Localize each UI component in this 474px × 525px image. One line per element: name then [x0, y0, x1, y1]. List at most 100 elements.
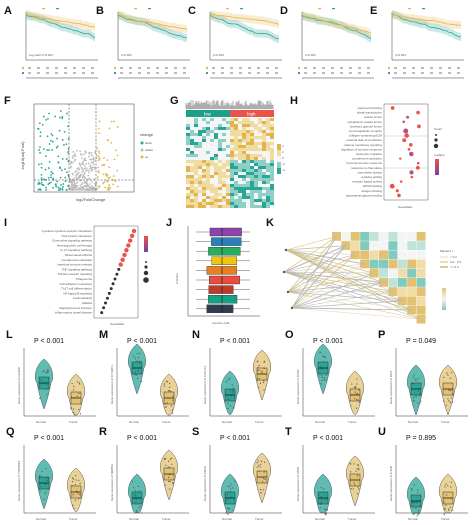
volcano-ylabel: -log10(adj.P.val)	[20, 141, 25, 170]
corr-legend-title: Mantel's r	[440, 249, 453, 253]
kegg-term: Malaria	[82, 301, 92, 305]
panel-label-i: I	[4, 217, 8, 229]
svg-text:0: 0	[282, 156, 284, 160]
panel-label-j: J	[166, 217, 173, 229]
violin-pvalue: P < 0.001	[220, 435, 250, 442]
go-term: GPCR binding	[363, 184, 383, 188]
go-term: vesicle lumen	[364, 115, 383, 119]
volcano-frame	[33, 103, 135, 193]
go-term: cytoplasmic vesicle lumen	[347, 120, 382, 124]
violin-plot-o: P < 0.001 Gene expression of FCN3 Normal Tu…	[296, 338, 375, 424]
km-plot-c: p<0.001	[206, 8, 282, 79]
violin-plot-l: P < 0.001 Gene expression of ADH1B Normal T…	[17, 338, 96, 424]
go-legend-count: Count	[434, 127, 442, 131]
svg-text:>= 0.4: >= 0.4	[450, 265, 459, 269]
km-plot-a: Log-rank P<0.001	[22, 8, 98, 79]
violin-group-tumor: Tumor	[162, 420, 171, 424]
violin-ylabel: Gene expression of CXCL13	[203, 365, 207, 404]
panel-label-u: U	[378, 426, 386, 438]
violin-group-tumor: Tumor	[69, 517, 78, 521]
svg-text:-4: -4	[282, 168, 285, 172]
kegg-term: TNF signaling pathway	[61, 267, 92, 271]
km-pvalue-b: p<0.001	[121, 53, 132, 57]
kegg-term: Cytokine-cytokine receptor interaction	[42, 229, 93, 233]
panel-label-k: K	[266, 217, 274, 229]
violin-pvalue: P < 0.001	[313, 338, 343, 345]
panel-label-f: F	[4, 95, 11, 107]
svg-text:0.2 - 0.4: 0.2 - 0.4	[450, 260, 461, 264]
group-high-bar	[230, 110, 274, 117]
go-term: antigen binding	[362, 189, 383, 193]
violin-group-normal: Normal	[315, 517, 325, 521]
panel-label-d: D	[280, 5, 288, 17]
immune-boxplot: Fraction Immune cells	[175, 226, 260, 325]
violin-group-normal: Normal	[129, 517, 139, 521]
violin-ylabel: Gene expression of ADH1B	[17, 367, 21, 404]
go-legend-p: p.adjust	[434, 153, 445, 157]
violin-group-normal: Normal	[36, 517, 46, 521]
kegg-xlabel: GeneRatio	[110, 322, 125, 326]
go-term: signal transduction	[357, 111, 382, 115]
panel-label-h: H	[290, 95, 298, 107]
panel-label-q: Q	[6, 426, 15, 438]
go-term: immunoglobulin complex	[349, 129, 383, 133]
violin-group-tumor: Tumor	[441, 517, 450, 521]
km-plot-e: p<0.001	[388, 8, 464, 79]
km-pvalue-d: p<0.001	[305, 53, 316, 57]
go-xlabel: GeneRatio	[398, 205, 413, 209]
violin-ylabel: Gene expression of IRF4	[389, 370, 393, 404]
km-plot-b: p<0.001	[114, 8, 190, 79]
go-dots	[389, 106, 421, 198]
go-term: secretory granule lumen	[350, 124, 383, 128]
group-low-label: low	[204, 112, 212, 117]
panel-label-o: O	[285, 329, 294, 341]
violin-plot-m: P < 0.001 Gene expression of CTHRC1 Normal…	[110, 338, 189, 424]
violin-group-normal: Normal	[222, 420, 232, 424]
violin-plot-q: P < 0.001 Gene expression of TNFRSF4 Norma…	[17, 435, 96, 521]
volcano-legend-title: change	[140, 132, 154, 137]
svg-text:2: 2	[282, 150, 284, 154]
violin-ylabel: Gene expression of CTHRC1	[110, 365, 114, 404]
kegg-term: Phagosome	[76, 277, 92, 281]
violin-pvalue: P < 0.001	[220, 338, 250, 345]
go-term: regulation of immune response	[341, 147, 383, 151]
violin-pvalue: P = 0.049	[406, 338, 436, 345]
legend-down-dot	[140, 141, 144, 145]
legend-down: down	[145, 141, 153, 145]
panel-label-b: B	[96, 5, 104, 17]
panel-label-e: E	[370, 5, 378, 17]
violin-group-normal: Normal	[222, 517, 232, 521]
violin-group-normal: Normal	[408, 517, 418, 521]
go-term: complement activation	[352, 157, 382, 161]
violin-plot-n: P < 0.001 Gene expression of CXCL13 Normal…	[203, 338, 282, 424]
violin-group-normal: Normal	[315, 420, 325, 424]
violin-group-tumor: Tumor	[348, 517, 357, 521]
go-term: cytokine activity	[361, 175, 383, 179]
legend-stable-dot	[140, 148, 144, 152]
kegg-term: Complement cascades	[61, 258, 92, 262]
kegg-term: Cell adhesion molecules	[59, 282, 92, 286]
kegg-term: IL-17 signaling pathway	[60, 248, 92, 252]
km-pvalue-e: p<0.001	[395, 53, 406, 57]
violin-ylabel: Gene expression of FCN3	[296, 369, 300, 404]
kegg-term: NF-kappa B signaling	[63, 291, 92, 295]
violin-group-tumor: Tumor	[255, 420, 264, 424]
legend-up-dot	[140, 155, 144, 159]
violin-pvalue: P < 0.001	[313, 435, 343, 442]
violin-group-tumor: Tumor	[162, 517, 171, 521]
heatmap-scale: 4 2 0 -2 -4	[277, 144, 285, 174]
go-term: response to chemokine	[351, 166, 382, 170]
kegg-term: Staphylococcus infection	[59, 306, 92, 310]
volcano-plot: log2FoldChange -log10(adj.P.val) change …	[20, 103, 154, 202]
panel-label-a: A	[4, 5, 12, 17]
heatmap-cells	[186, 118, 274, 208]
kegg-term: Inflammatory bowel disease	[55, 311, 93, 315]
violin-ylabel: Gene expression of IL12B	[389, 466, 393, 501]
kegg-term: Intestinal immune network	[57, 263, 92, 267]
corr-lines	[282, 236, 422, 320]
violin-group-tumor: Tumor	[348, 420, 357, 424]
violin-group-normal: Normal	[129, 420, 139, 424]
kegg-terms: Cytokine-cytokine receptor interactionVi…	[42, 229, 93, 315]
violin-pvalue: P < 0.001	[34, 435, 64, 442]
violin-ylabel: Gene expression of TNFRSF4	[17, 460, 21, 501]
